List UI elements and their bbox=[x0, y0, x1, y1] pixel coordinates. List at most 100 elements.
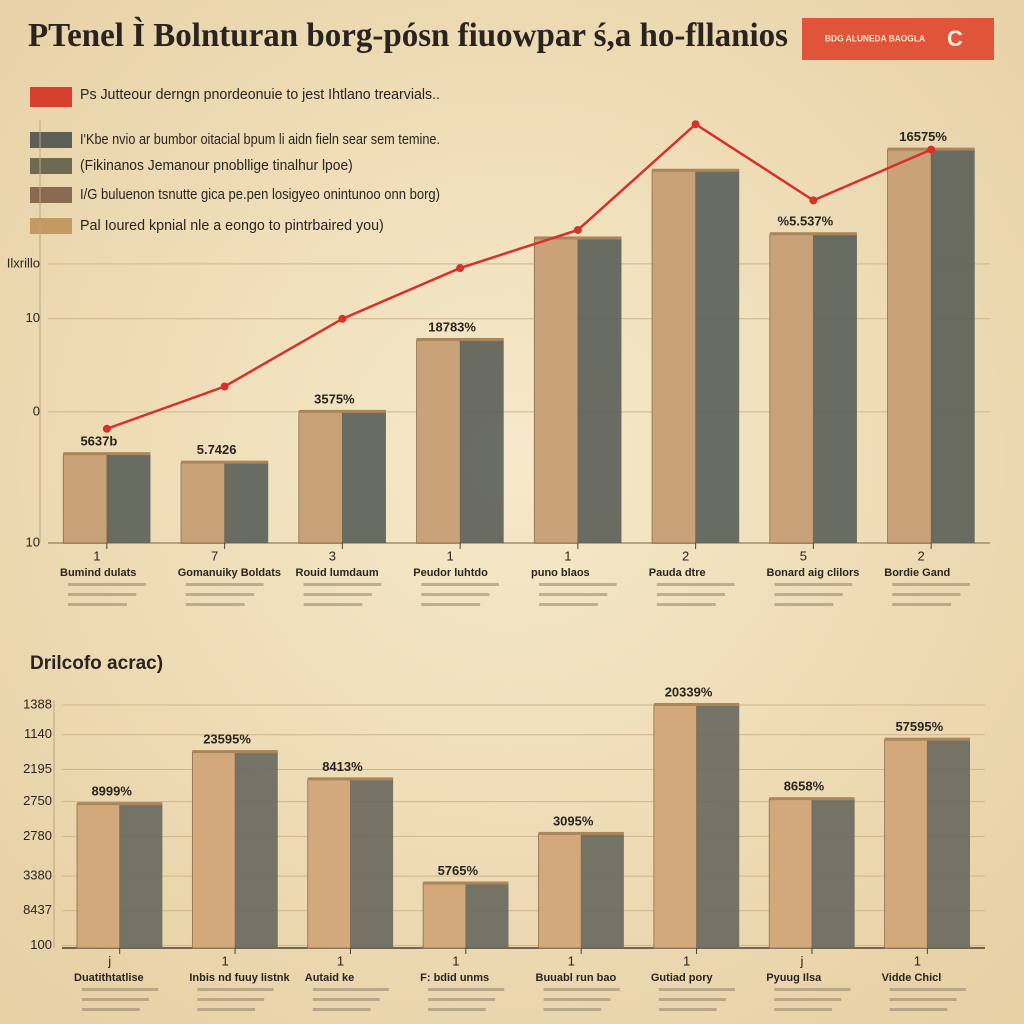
legend-label: (Fikinanos Jemanour pnobllige tinalhur l… bbox=[80, 157, 353, 174]
y-tick-label: 2195 bbox=[23, 761, 52, 776]
bar bbox=[884, 739, 928, 949]
bar bbox=[651, 170, 697, 544]
bar-cap bbox=[534, 236, 622, 240]
note-line bbox=[774, 988, 851, 991]
value-label: 8413% bbox=[322, 759, 363, 774]
bar-shade bbox=[931, 149, 975, 544]
y-tick-label: 0 bbox=[33, 403, 40, 418]
bar-cap bbox=[416, 337, 504, 341]
note-line bbox=[185, 593, 255, 596]
note-line bbox=[539, 583, 617, 586]
note-line bbox=[539, 593, 608, 596]
note-line bbox=[68, 603, 127, 606]
category-note: Bonard aig clilors bbox=[767, 567, 860, 579]
note-line bbox=[892, 603, 952, 606]
bar bbox=[191, 751, 236, 949]
category-note: Inbis nd fuuy listnk bbox=[189, 972, 290, 984]
bar bbox=[653, 704, 697, 949]
note-line bbox=[774, 583, 853, 586]
x-tick-label: j bbox=[107, 953, 111, 968]
x-tick-label: 1 bbox=[564, 548, 571, 563]
note-line bbox=[658, 1008, 717, 1011]
bar-cap bbox=[181, 460, 269, 464]
category-note: Vidde Chicl bbox=[882, 972, 942, 984]
value-label: 3575% bbox=[314, 391, 355, 406]
value-label: %5.537% bbox=[778, 214, 834, 229]
note-line bbox=[889, 998, 957, 1001]
legend-swatch bbox=[30, 87, 72, 107]
category-note: Autaid ke bbox=[305, 972, 355, 984]
note-line bbox=[185, 583, 264, 586]
bar-shade bbox=[106, 454, 151, 543]
y-tick-label: 1140 bbox=[24, 726, 52, 741]
legend-label: I'Kbe nvio ar bumbor oitacial bpum li ai… bbox=[80, 131, 440, 148]
chart-title: Drilcofo acrac) bbox=[30, 653, 163, 674]
bar bbox=[416, 339, 461, 544]
note-line bbox=[774, 593, 843, 596]
note-line bbox=[774, 603, 834, 606]
y-tick-label: 8437 bbox=[23, 902, 52, 917]
category-note: Gomanuiky Boldats bbox=[178, 567, 281, 579]
bar-shade bbox=[235, 752, 278, 948]
x-tick-label: 2 bbox=[682, 548, 689, 563]
bar-cap bbox=[63, 452, 151, 456]
note-line bbox=[656, 603, 716, 606]
category-note: Buuabl run bao bbox=[536, 972, 617, 984]
y-tick-label: 1388 bbox=[23, 696, 52, 711]
category-note: Rouid lumdaum bbox=[296, 567, 379, 579]
note-line bbox=[774, 998, 842, 1001]
line-point bbox=[691, 120, 700, 129]
bar-shade bbox=[813, 234, 857, 543]
line-point bbox=[809, 196, 818, 205]
bar bbox=[887, 149, 932, 544]
bar bbox=[538, 833, 582, 949]
note-line bbox=[892, 583, 970, 586]
bar-shade bbox=[927, 739, 971, 948]
bar-cap bbox=[298, 409, 386, 413]
note-line bbox=[68, 583, 146, 586]
line bbox=[106, 122, 932, 430]
note-line bbox=[658, 998, 726, 1001]
bar-cap bbox=[423, 881, 509, 885]
y-tick-label: 10 bbox=[26, 534, 40, 549]
note-line bbox=[197, 988, 274, 991]
x-tick-label: 1 bbox=[447, 548, 454, 563]
x-tick-label: 1 bbox=[914, 953, 921, 968]
bar-shade bbox=[577, 238, 622, 543]
category-note: Peudor luhtdo bbox=[413, 567, 488, 579]
note-line bbox=[303, 603, 363, 606]
legend-label: Ps Jutteour derngn pnordeonuie to jest I… bbox=[80, 86, 440, 103]
bar bbox=[533, 238, 579, 544]
bar-shade bbox=[119, 804, 163, 948]
note-line bbox=[197, 1008, 256, 1011]
category-note: puno blaos bbox=[531, 567, 590, 579]
bar-cap bbox=[192, 750, 278, 754]
note-line bbox=[428, 1008, 486, 1011]
bar-shade bbox=[581, 833, 624, 948]
y-tick-label: 2780 bbox=[23, 828, 52, 843]
category-note: Duatithtatlise bbox=[74, 972, 144, 984]
category-note: Pauda dtre bbox=[649, 567, 706, 579]
category-note: Bumind dulats bbox=[60, 567, 136, 579]
bar bbox=[298, 411, 343, 544]
note-line bbox=[312, 1008, 371, 1011]
line-point bbox=[102, 424, 111, 433]
bar-cap bbox=[769, 797, 855, 801]
bar-cap bbox=[653, 702, 740, 706]
legend-swatch bbox=[30, 158, 72, 174]
bar bbox=[768, 798, 813, 949]
bar-cap bbox=[76, 802, 163, 806]
legend-label: I/G buluenon tsnutte gica pe.pen losigye… bbox=[80, 186, 440, 203]
y-tick-label: 3380 bbox=[23, 868, 52, 883]
note-line bbox=[543, 988, 620, 991]
line-point bbox=[220, 382, 229, 391]
bar-cap bbox=[652, 168, 740, 172]
bar-cap bbox=[538, 831, 624, 835]
value-label: 3095% bbox=[553, 813, 594, 828]
note-line bbox=[774, 1008, 832, 1011]
value-label: 8999% bbox=[91, 784, 132, 799]
note-line bbox=[303, 593, 372, 596]
badge bbox=[802, 18, 994, 60]
line-point bbox=[456, 264, 465, 273]
category-note: F: bdid unms bbox=[420, 972, 489, 984]
